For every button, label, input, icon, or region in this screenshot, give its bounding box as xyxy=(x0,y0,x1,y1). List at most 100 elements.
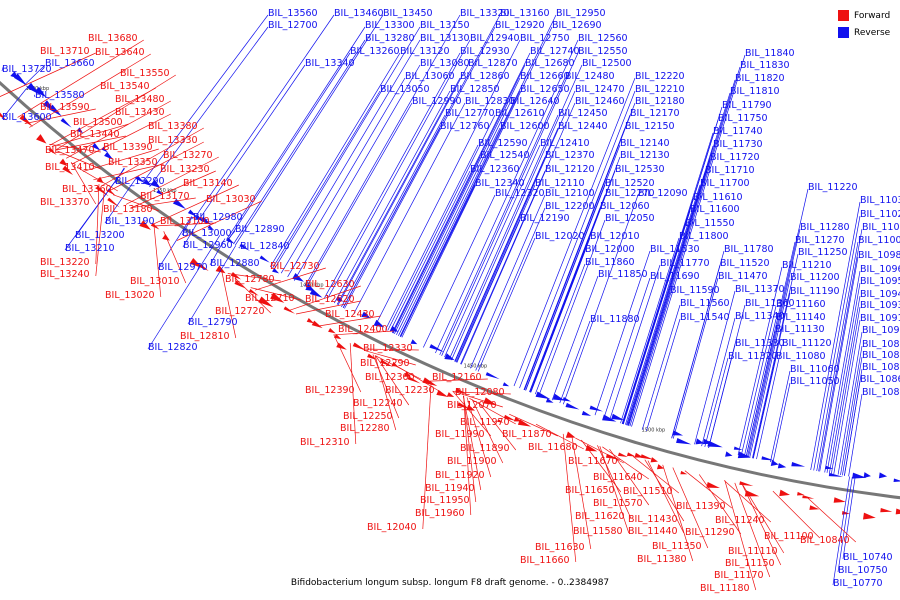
reverse-leader-line xyxy=(625,184,701,425)
reverse-gene-label: BIL_11840 xyxy=(745,48,795,59)
reverse-gene-feature xyxy=(581,410,592,416)
reverse-leader-line xyxy=(832,476,850,586)
reverse-leader-line xyxy=(341,114,446,308)
forward-leader-line xyxy=(422,381,432,530)
reverse-gene-label: BIL_12130 xyxy=(620,150,670,161)
reverse-leader-line xyxy=(819,256,859,472)
forward-gene-feature xyxy=(797,491,805,496)
reverse-gene-label: BIL_12140 xyxy=(620,138,670,149)
forward-gene-feature xyxy=(706,482,720,488)
forward-gene-label: BIL_13030 xyxy=(206,194,256,205)
forward-gene-feature xyxy=(446,392,455,398)
reverse-gene-label: BIL_11610 xyxy=(693,192,743,203)
forward-gene-feature xyxy=(436,389,449,398)
forward-leader-line xyxy=(562,433,577,563)
reverse-leader-line xyxy=(833,319,861,474)
forward-leader-line xyxy=(375,355,410,406)
forward-gene-label: BIL_12230 xyxy=(385,385,435,396)
forward-gene-label: BIL_11350 xyxy=(652,541,702,552)
reverse-gene-label: BIL_13080 xyxy=(420,58,470,69)
reverse-leader-line xyxy=(708,344,736,448)
forward-gene-feature xyxy=(189,257,203,269)
reverse-gene-label: BIL_13190 xyxy=(105,216,155,227)
forward-gene-label: BIL_11240 xyxy=(715,515,765,526)
forward-gene-label: BIL_11680 xyxy=(528,442,578,453)
reverse-leader-line xyxy=(1,66,4,72)
reverse-leader-line xyxy=(737,266,783,456)
reverse-gene-label: BIL_13290 xyxy=(115,176,165,187)
reverse-leader-line xyxy=(752,357,777,459)
genome-backbone xyxy=(0,80,900,500)
reverse-leader-line xyxy=(672,277,719,439)
legend-item-forward: Forward xyxy=(838,7,890,24)
reverse-swatch xyxy=(838,27,849,38)
reverse-gene-feature xyxy=(48,104,62,117)
reverse-gene-label: BIL_11060 xyxy=(790,364,840,375)
forward-leader-line xyxy=(462,395,482,491)
forward-leader-line xyxy=(70,162,97,205)
reverse-leader-line xyxy=(392,156,481,334)
reverse-leader-line xyxy=(305,102,413,288)
reverse-leader-line xyxy=(435,39,579,354)
forward-gene-label: BIL_13590 xyxy=(40,102,90,113)
forward-gene-feature xyxy=(248,288,259,296)
forward-gene-label: BIL_13710 xyxy=(40,46,90,57)
forward-leader-line xyxy=(176,200,262,241)
reverse-leader-line xyxy=(336,77,461,305)
reverse-gene-label: BIL_12470 xyxy=(575,84,625,95)
forward-gene-label: BIL_11150 xyxy=(725,558,775,569)
forward-gene-label: BIL_13390 xyxy=(103,142,153,153)
reverse-gene-label: BIL_12050 xyxy=(605,213,655,224)
forward-gene-label: BIL_11660 xyxy=(520,555,570,566)
reverse-gene-label: BIL_11550 xyxy=(685,218,735,229)
forward-leader-line xyxy=(163,231,187,284)
forward-gene-label: BIL_11100 xyxy=(764,531,814,542)
reverse-gene-label: BIL_12020 xyxy=(535,231,585,242)
reverse-leader-line xyxy=(444,144,541,358)
reverse-gene-label: BIL_12650 xyxy=(520,84,570,95)
reverse-gene-label: BIL_10980 xyxy=(858,250,900,261)
forward-gene-label: BIL_13540 xyxy=(100,81,150,92)
reverse-gene-label: BIL_13150 xyxy=(420,20,470,31)
reverse-gene-label: BIL_11020 xyxy=(860,209,900,220)
reverse-gene-label: BIL_10880 xyxy=(862,350,900,361)
reverse-leader-line xyxy=(743,318,777,457)
reverse-gene-label: BIL_11160 xyxy=(776,299,826,310)
reverse-gene-label: BIL_12540 xyxy=(480,150,530,161)
reverse-gene-label: BIL_12360 xyxy=(470,164,520,175)
reverse-gene-label: BIL_12100 xyxy=(545,188,595,199)
reverse-leader-line xyxy=(187,245,237,325)
reverse-gene-feature xyxy=(552,393,565,401)
forward-leader-line xyxy=(95,184,100,265)
reverse-leader-line xyxy=(631,54,746,427)
forward-gene-feature xyxy=(352,342,366,351)
reverse-leader-line xyxy=(197,64,306,222)
reverse-leader-line xyxy=(142,14,269,183)
reverse-leader-line xyxy=(551,275,599,401)
legend-label-forward: Forward xyxy=(854,10,891,21)
reverse-gene-feature xyxy=(34,86,47,98)
reverse-gene-feature xyxy=(272,268,280,274)
forward-gene-feature xyxy=(62,165,74,175)
reverse-leader-line xyxy=(293,64,421,281)
forward-gene-label: BIL_13440 xyxy=(70,129,120,140)
forward-gene-feature xyxy=(150,222,160,230)
forward-gene-label: BIL_12240 xyxy=(353,398,403,409)
reverse-gene-label: BIL_12870 xyxy=(468,58,518,69)
forward-leader-line xyxy=(478,401,517,451)
reverse-gene-label: BIL_12150 xyxy=(625,121,675,132)
forward-leader-line xyxy=(374,355,397,431)
reverse-gene-label: BIL_13320 xyxy=(460,8,510,19)
forward-leader-line xyxy=(349,343,357,445)
forward-gene-label: BIL_12080 xyxy=(455,387,505,398)
forward-leader-line xyxy=(125,156,219,205)
forward-leader-line xyxy=(429,378,488,382)
reverse-leader-line xyxy=(621,132,714,424)
reverse-leader-line xyxy=(333,90,451,304)
forward-gene-feature xyxy=(215,265,226,274)
forward-leader-line xyxy=(155,222,216,227)
forward-gene-label: BIL_13380 xyxy=(148,121,198,132)
reverse-leader-line xyxy=(813,215,861,471)
reverse-gene-label: BIL_13000 xyxy=(182,228,232,239)
forward-gene-label: BIL_13470 xyxy=(45,145,95,156)
